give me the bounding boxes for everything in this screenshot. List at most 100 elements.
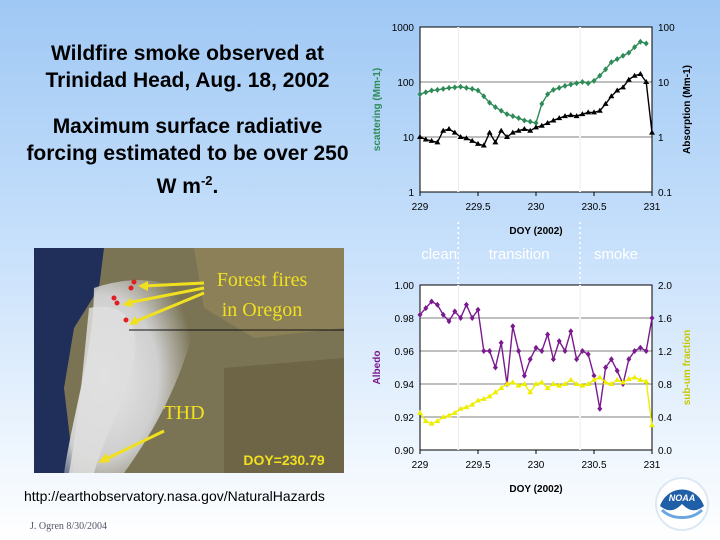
data-point xyxy=(649,422,655,428)
data-point xyxy=(625,376,632,382)
data-point xyxy=(417,91,423,98)
data-point xyxy=(457,405,464,411)
data-point xyxy=(480,142,487,148)
data-point xyxy=(527,118,533,125)
fire-marker xyxy=(123,317,129,323)
data-point xyxy=(463,301,469,308)
slide-subtitle: Maximum surface radiative forcing estima… xyxy=(20,113,355,200)
data-point xyxy=(585,80,591,87)
data-point xyxy=(631,374,638,380)
data-point xyxy=(602,379,609,385)
data-point xyxy=(544,385,551,391)
data-point xyxy=(579,382,586,388)
data-point xyxy=(562,348,568,354)
plot-area-1 xyxy=(419,26,653,193)
data-point xyxy=(516,115,522,122)
data-point xyxy=(591,109,597,115)
data-point xyxy=(573,113,580,119)
series-line-1-1 xyxy=(419,40,647,124)
subtitle-main: Maximum surface radiative forcing estima… xyxy=(26,115,349,198)
fire-marker xyxy=(111,295,117,301)
data-point xyxy=(556,115,563,121)
subtitle-end: . xyxy=(212,175,219,198)
data-point xyxy=(556,338,562,345)
y-tick-right-label: 10 xyxy=(658,78,670,89)
label-thd: THD xyxy=(163,402,204,424)
data-point xyxy=(504,381,510,386)
data-point xyxy=(625,76,632,82)
data-point xyxy=(434,86,440,93)
x-tick-label: 229.5 xyxy=(465,202,490,213)
data-point xyxy=(481,93,487,100)
data-point xyxy=(562,82,568,89)
y-axis-left-title: Albedo xyxy=(372,351,383,385)
data-point xyxy=(562,113,568,119)
data-point xyxy=(608,59,614,66)
data-point xyxy=(550,381,557,386)
data-point xyxy=(597,405,603,412)
y-axis-left-title: scattering (Mm-1) xyxy=(372,68,383,151)
data-point xyxy=(567,112,574,118)
data-point xyxy=(573,381,580,386)
y-tick-right-label: 1.6 xyxy=(658,314,672,325)
data-point xyxy=(475,140,481,146)
data-point xyxy=(417,134,423,139)
data-point xyxy=(440,311,446,318)
data-point xyxy=(481,348,487,354)
data-point xyxy=(620,52,626,59)
data-point xyxy=(504,134,510,139)
data-point xyxy=(469,137,476,143)
label-doy: DOY=230.79 xyxy=(243,452,325,468)
y-tick-left-label: 1.00 xyxy=(395,281,415,292)
data-point xyxy=(614,376,621,382)
data-point xyxy=(434,139,441,145)
data-point xyxy=(509,129,516,135)
data-point xyxy=(614,56,620,63)
data-point xyxy=(492,389,499,395)
data-point xyxy=(574,356,580,363)
data-point xyxy=(515,382,522,388)
data-point xyxy=(562,381,568,386)
data-point xyxy=(469,85,475,92)
y-tick-right-label: 1 xyxy=(658,133,664,144)
y-tick-right-label: 0.8 xyxy=(658,380,672,391)
data-point xyxy=(463,135,470,141)
data-point xyxy=(422,418,429,424)
y-tick-right-label: 100 xyxy=(658,23,675,34)
data-point xyxy=(510,113,516,120)
data-point xyxy=(527,356,533,363)
arrow-thd xyxy=(103,429,165,462)
x-tick-label: 231 xyxy=(644,460,661,471)
arrow-fires-2 xyxy=(126,286,205,305)
data-point xyxy=(423,89,429,96)
data-point xyxy=(492,139,499,145)
data-point xyxy=(469,315,475,321)
data-point xyxy=(475,397,481,403)
data-point xyxy=(591,77,597,84)
fire-marker xyxy=(114,300,120,306)
satellite-image: Forest fires in Oregon THD DOY=230.79 xyxy=(34,248,344,473)
data-point xyxy=(585,351,591,358)
x-axis-title: DOY (2002) xyxy=(509,484,562,495)
data-point xyxy=(597,72,603,79)
data-point xyxy=(480,395,487,401)
x-tick-label: 229.5 xyxy=(465,460,490,471)
data-point xyxy=(533,119,539,126)
data-point xyxy=(458,315,464,321)
data-point xyxy=(591,372,597,379)
data-point xyxy=(544,119,551,125)
data-point xyxy=(509,379,516,385)
y-tick-right-label: 2.0 xyxy=(658,281,672,292)
data-point xyxy=(603,66,609,73)
phase-label-clean: clean xyxy=(421,246,457,263)
data-point xyxy=(579,79,585,85)
label-in-oregon: in Oregon xyxy=(222,299,303,321)
y-tick-left-label: 0.96 xyxy=(395,347,415,358)
data-point xyxy=(643,348,649,354)
data-point xyxy=(516,348,522,354)
data-point xyxy=(567,376,574,382)
source-url[interactable]: http://earthobservatory.nasa.gov/Natural… xyxy=(24,488,325,504)
data-point xyxy=(521,372,527,379)
data-point xyxy=(585,381,592,386)
subtitle-superscript: -2 xyxy=(200,173,213,188)
